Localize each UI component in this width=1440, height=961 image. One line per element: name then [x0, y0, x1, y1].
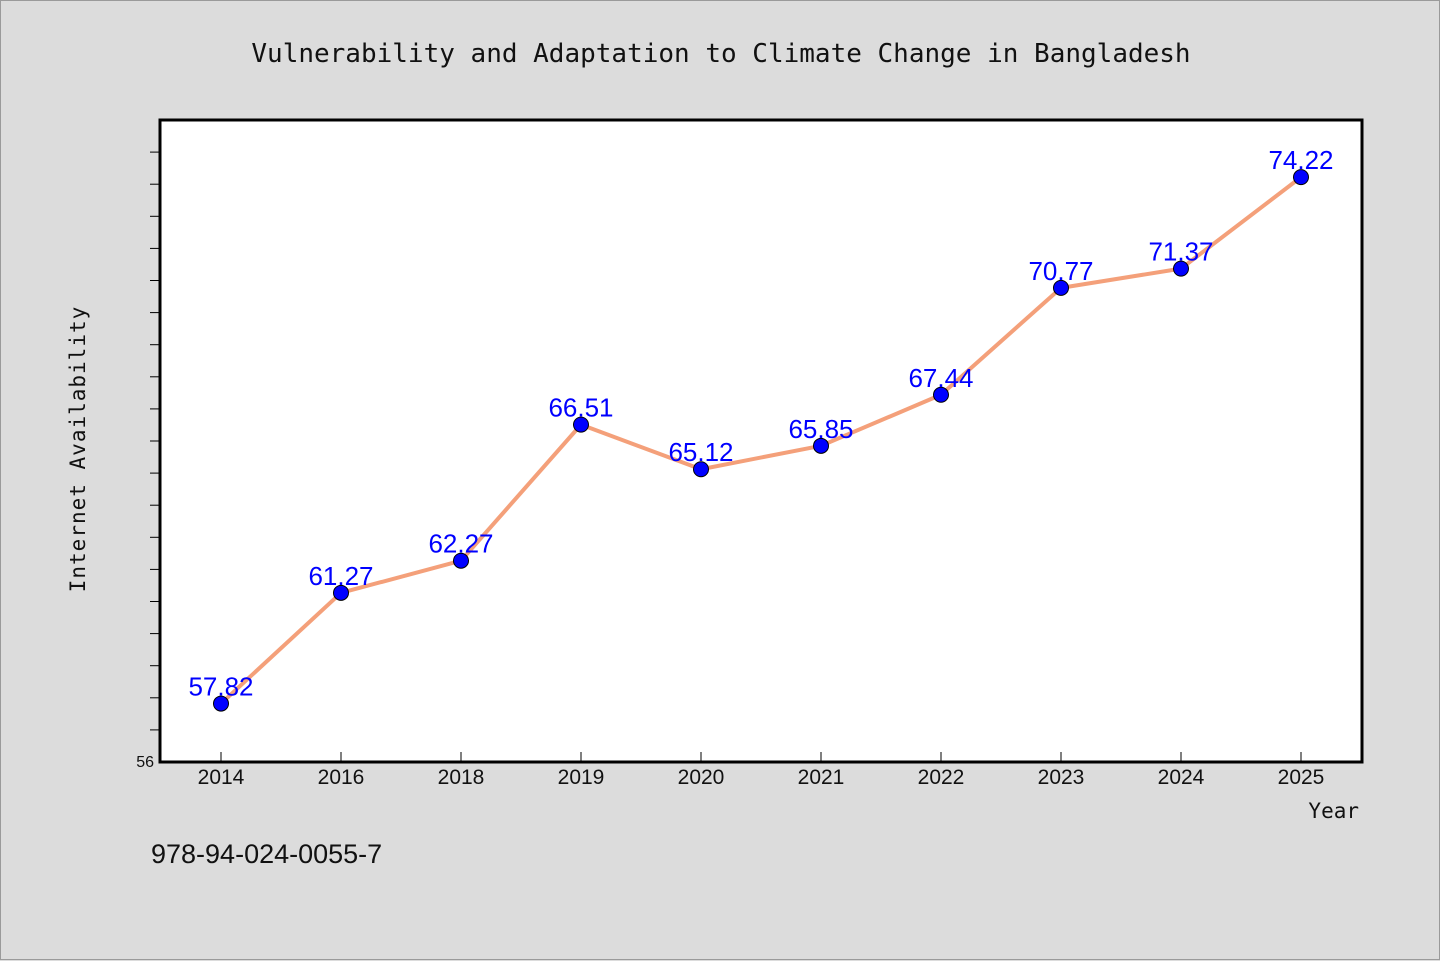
data-point: [933, 386, 949, 403]
data-point: [813, 437, 829, 454]
x-tick-label: 2014: [198, 766, 245, 789]
data-label: 71.37: [1148, 237, 1213, 267]
y-axis-label: Internet Availability: [66, 306, 90, 593]
x-tick-label: 2025: [1278, 766, 1325, 789]
x-tick-label: 2019: [558, 766, 605, 789]
data-point: [1173, 260, 1189, 277]
data-label: 67.44: [908, 363, 973, 393]
data-label: 65.12: [668, 437, 733, 467]
y-tick-label: 56: [136, 754, 154, 771]
data-label: 74.22: [1268, 145, 1333, 175]
data-point: [453, 552, 469, 569]
x-tick-label: 2018: [438, 766, 485, 789]
data-label: 57.82: [188, 672, 253, 702]
data-label: 61.27: [308, 561, 373, 591]
y-axis-ticks: 56: [136, 151, 160, 771]
data-label: 62.27: [428, 529, 493, 559]
data-point: [693, 461, 709, 478]
x-tick-label: 2024: [1158, 766, 1205, 789]
series-line: [219, 175, 1303, 706]
series-0: 57.82 61.27 62.27 66.51 65.12 65.85 67.44 70.77…: [188, 145, 1334, 712]
data-point: [1053, 279, 1069, 296]
x-tick-label: 2022: [918, 766, 965, 789]
x-axis-ticks: 2014 2016 2018 2019 2020 2021 2022 2023 2024 2025: [198, 752, 1325, 789]
x-tick-label: 2016: [318, 766, 365, 789]
data-point: [333, 584, 349, 601]
data-label: 66.51: [548, 393, 613, 423]
data-point: [573, 416, 589, 433]
x-tick-label: 2023: [1038, 766, 1085, 789]
x-axis-label: Year: [1308, 799, 1359, 823]
data-label: 65.85: [788, 414, 853, 444]
data-label: 70.77: [1028, 256, 1093, 286]
footer-annotation: 978-94-024-0055-7: [151, 839, 382, 869]
chart-title: Vulnerability and Adaptation to Climate …: [251, 39, 1190, 69]
plot-area: [158, 118, 1364, 764]
data-point: [1293, 169, 1309, 186]
x-tick-label: 2021: [798, 766, 845, 789]
x-tick-label: 2020: [678, 766, 725, 789]
data-point: [213, 695, 229, 712]
